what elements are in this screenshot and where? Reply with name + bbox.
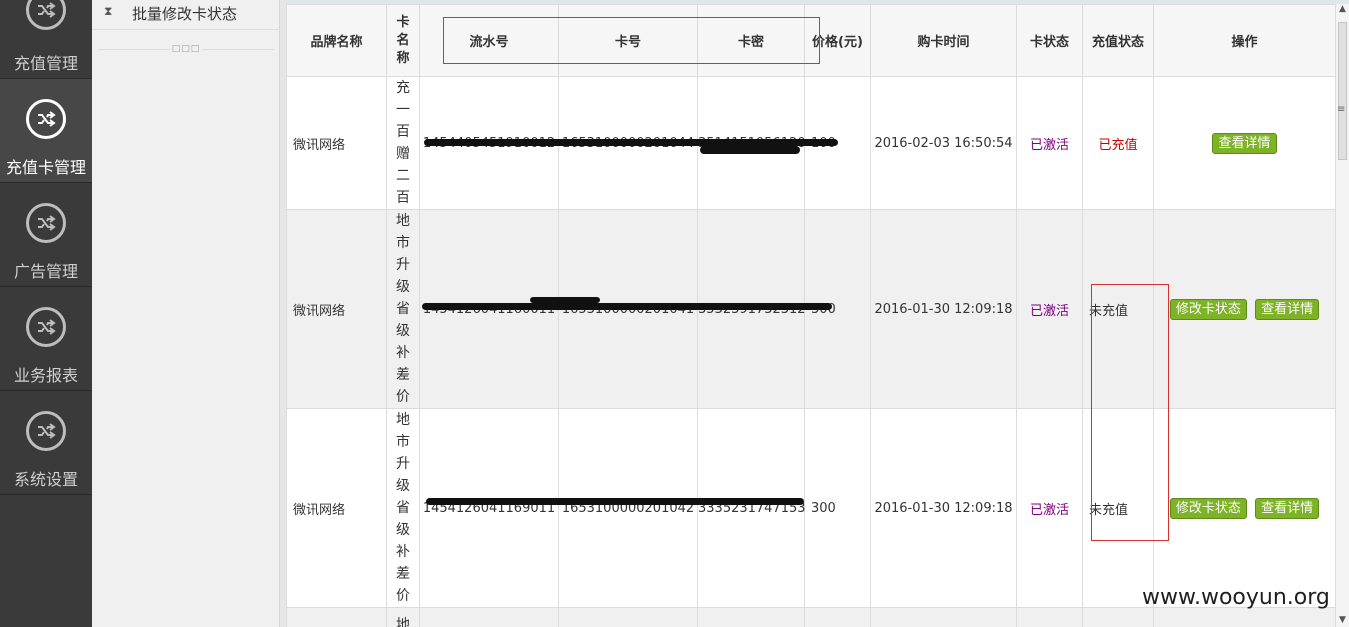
scroll-up-icon[interactable]: ▲	[1339, 4, 1346, 14]
cell-card-no	[558, 607, 698, 627]
cell-actions	[1153, 607, 1335, 627]
annotation-box-recharge-status	[1091, 284, 1169, 541]
cell-card-pwd: 3335231747153	[697, 408, 806, 608]
modify-status-button[interactable]: 修改卡状态	[1169, 298, 1247, 320]
redaction-mark	[424, 139, 838, 146]
cell-price: 300	[804, 408, 871, 608]
cell-actions: 修改卡状态 查看详情	[1153, 209, 1335, 409]
sidebar-collapse-toggle[interactable]: □□□	[92, 42, 280, 56]
view-details-button[interactable]: 查看详情	[1212, 132, 1277, 154]
sub-sidebar: ⧗ 批量修改卡状态 □□□	[92, 0, 280, 627]
cell-card-status: 已激活	[1016, 76, 1083, 210]
cell-card-status	[1016, 607, 1083, 627]
table-row: 微讯网络 地市升级省级补差价 1454126041169011 16531000…	[286, 408, 1335, 608]
sidebar-item-batch-modify[interactable]: ⧗ 批量修改卡状态	[92, 0, 280, 30]
cell-serial: 1454126041169011	[419, 408, 559, 608]
cell-buy-time: 2016-01-30 12:09:18	[870, 209, 1017, 409]
header-brand[interactable]: 品牌名称	[286, 4, 387, 77]
cell-actions: 查看详情	[1153, 76, 1335, 210]
nav-item-card-management[interactable]: 充值卡管理	[0, 79, 92, 183]
cell-recharge-status: 未充值	[1082, 209, 1154, 409]
shuffle-icon	[26, 99, 66, 139]
sidebar-item-label: 批量修改卡状态	[132, 5, 238, 23]
cell-brand: 微讯网络	[286, 209, 387, 409]
header-card-name[interactable]: 卡名称	[386, 4, 420, 77]
cell-card-status: 已激活	[1016, 408, 1083, 608]
watermark: www.wooyun.org	[1142, 585, 1330, 610]
vertical-scrollbar[interactable]: ▲ ≡ ▼	[1335, 4, 1349, 627]
card-table-container: 品牌名称 卡名称 流水号 卡号 卡密 价格(元) 购卡时间 卡状态 充值状态 操…	[286, 4, 1335, 627]
redaction-mark	[700, 146, 800, 154]
cell-card-no: 1653100000201042	[558, 408, 698, 608]
cell-brand: 微讯网络	[286, 408, 387, 608]
shuffle-icon	[26, 307, 66, 347]
cell-brand: 微讯网络	[286, 76, 387, 210]
collapse-dots-icon: □□□	[170, 44, 202, 54]
cell-card-name: 地市升级省级补差价	[386, 408, 420, 608]
cell-serial	[419, 607, 559, 627]
cell-brand	[286, 607, 387, 627]
cell-card-name: 地市升级省级补差价	[386, 209, 420, 409]
redaction-mark	[422, 303, 832, 310]
cell-card-name: 地	[386, 607, 420, 627]
shuffle-icon	[26, 411, 66, 451]
shuffle-icon	[26, 0, 66, 30]
nav-label: 广告管理	[13, 262, 78, 281]
cell-recharge-status: 已充值	[1082, 76, 1154, 210]
view-details-button[interactable]: 查看详情	[1255, 497, 1320, 519]
cell-buy-time: 2016-01-30 12:09:18	[870, 408, 1017, 608]
nav-label: 充值卡管理	[5, 158, 86, 177]
top-border	[0, 0, 1349, 4]
cell-card-name: 充一百赠二百	[386, 76, 420, 210]
cell-buy-time: 2016-02-03 16:50:54	[870, 76, 1017, 210]
redaction-mark	[426, 498, 804, 505]
scroll-thumb[interactable]	[1338, 22, 1347, 160]
nav-label: 系统设置	[13, 470, 78, 489]
cell-actions: 修改卡状态 查看详情	[1153, 408, 1335, 608]
header-serial[interactable]: 流水号	[419, 4, 559, 77]
hourglass-icon: ⧗	[104, 4, 113, 18]
modify-status-button[interactable]: 修改卡状态	[1169, 497, 1247, 519]
header-buy-time[interactable]: 购卡时间	[870, 4, 1017, 77]
nav-item-reports[interactable]: 业务报表	[0, 287, 92, 391]
table-row: 微讯网络 充一百赠二百 1454405451910012 16531000002…	[286, 76, 1335, 210]
grip-icon: ≡	[1337, 104, 1346, 115]
scroll-down-icon[interactable]: ▼	[1339, 615, 1346, 625]
nav-item-recharge[interactable]: 充值管理	[0, 0, 92, 79]
header-action: 操作	[1153, 4, 1335, 77]
nav-item-ads[interactable]: 广告管理	[0, 183, 92, 287]
shuffle-icon	[26, 203, 66, 243]
view-details-button[interactable]: 查看详情	[1255, 298, 1320, 320]
redaction-mark	[530, 297, 600, 303]
annotation-box-card-columns	[443, 17, 820, 64]
cell-recharge-status	[1082, 607, 1154, 627]
cell-card-pwd	[697, 607, 805, 627]
cell-price	[804, 607, 871, 627]
header-card-status[interactable]: 卡状态	[1016, 4, 1083, 77]
splitter[interactable]	[280, 0, 286, 627]
nav-item-settings[interactable]: 系统设置	[0, 391, 92, 495]
cell-card-status: 已激活	[1016, 209, 1083, 409]
nav-label: 业务报表	[13, 366, 78, 385]
card-table: 品牌名称 卡名称 流水号 卡号 卡密 价格(元) 购卡时间 卡状态 充值状态 操…	[286, 4, 1335, 627]
table-row: 地	[286, 607, 1335, 627]
header-recharge-status[interactable]: 充值状态	[1082, 4, 1154, 77]
main-nav: 充值管理 充值卡管理 广告管理 业务报表 系统设置	[0, 0, 92, 627]
cell-buy-time	[870, 607, 1017, 627]
nav-label: 充值管理	[13, 54, 78, 73]
header-price[interactable]: 价格(元)	[804, 4, 871, 77]
